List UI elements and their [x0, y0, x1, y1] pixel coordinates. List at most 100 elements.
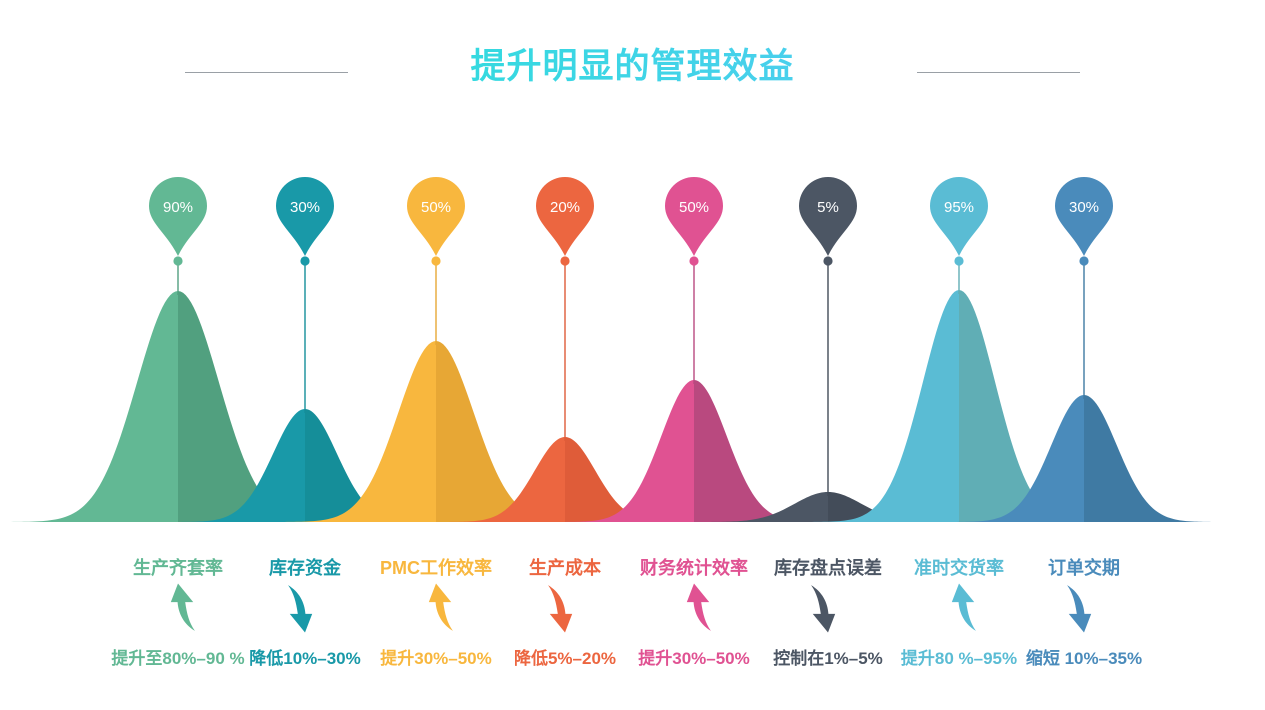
pin-teardrop[interactable]	[536, 177, 594, 256]
pin-dot	[689, 256, 699, 266]
pin-value-label: 30%	[290, 199, 320, 216]
pin-value-label: 95%	[944, 199, 974, 216]
curve-left-half	[506, 380, 694, 522]
metric-title: 库存盘点误差	[774, 558, 882, 578]
metric-title: 准时交货率	[914, 558, 1004, 578]
curve-left-half	[896, 395, 1084, 522]
metric-arrow	[1009, 580, 1159, 636]
pin-dot	[1079, 256, 1089, 266]
pin-dot	[431, 256, 441, 266]
metric-title: 订单交期	[1048, 558, 1120, 578]
title-rule-left	[185, 72, 348, 73]
pin-marker-1[interactable]: 30%	[276, 177, 334, 413]
metric-detail: 降低10%–30%	[249, 649, 361, 668]
curve-left-half	[635, 492, 828, 522]
metric-column-4: 财务统计效率 提升30%–50%	[619, 556, 769, 668]
metric-column-1: 库存资金降低10%–30%	[230, 556, 380, 668]
curve-left-half	[219, 341, 436, 522]
pin-value-label: 50%	[679, 199, 709, 216]
pin-value-label: 50%	[421, 199, 451, 216]
curve-right-half	[436, 341, 653, 522]
pin-teardrop[interactable]	[407, 177, 465, 256]
metric-detail: 提升80 %–95%	[900, 649, 1018, 668]
pin-marker-3[interactable]: 20%	[536, 177, 594, 441]
metric-arrow	[619, 580, 769, 636]
pin-teardrop[interactable]	[930, 177, 988, 256]
metric-arrow	[490, 580, 640, 636]
metric-detail: 控制在1%–5%	[773, 649, 883, 668]
arrow-up-icon	[428, 583, 453, 631]
arrow-shape	[811, 585, 836, 633]
pin-marker-2[interactable]: 50%	[407, 177, 465, 345]
arrow-shape	[951, 583, 976, 631]
metric-title: 财务统计效率	[640, 558, 748, 578]
metric-arrow	[361, 580, 511, 636]
curve-left-half	[121, 409, 305, 522]
metric-detail: 提升至80%–90 %	[111, 649, 245, 668]
bell-curve-4	[506, 380, 882, 522]
pin-marker-6[interactable]: 95%	[930, 177, 988, 294]
arrow-shape	[1067, 585, 1092, 633]
arrow-shape	[288, 585, 313, 633]
metric-title: 生产齐套率	[133, 558, 223, 578]
arrow-down-icon	[811, 585, 836, 633]
pin-dot	[823, 256, 833, 266]
arrow-shape	[686, 583, 711, 631]
pin-value-label: 30%	[1069, 199, 1099, 216]
pin-teardrop[interactable]	[276, 177, 334, 256]
curve-left-half	[0, 291, 178, 522]
pin-value-label: 5%	[817, 199, 839, 216]
bell-curve-2	[219, 341, 653, 522]
metric-arrow	[753, 580, 903, 636]
metric-column-3: 生产成本 降低5%–20%	[490, 556, 640, 668]
metric-detail: 缩短 10%–35%	[1025, 649, 1143, 668]
metric-detail: 提升30%–50%	[638, 649, 750, 668]
arrow-shape	[428, 583, 453, 631]
pin-teardrop[interactable]	[149, 177, 207, 256]
metric-detail: 提升30%–50%	[380, 649, 492, 668]
title-rule-right	[917, 72, 1080, 73]
bell-curve-6	[752, 290, 1166, 522]
metric-arrow	[230, 580, 380, 636]
pin-value-label: 20%	[550, 199, 580, 216]
pin-dot	[560, 256, 570, 266]
arrow-shape	[170, 583, 195, 631]
curve-right-half	[565, 437, 739, 522]
pin-dot	[173, 256, 183, 266]
pin-marker-4[interactable]: 50%	[665, 177, 723, 384]
metric-column-2: PMC工作效率 提升30%–50%	[361, 556, 511, 668]
curve-right-half	[959, 290, 1166, 522]
metric-column-6: 准时交货率提升80 %–95%	[884, 556, 1034, 668]
metric-title: 库存资金	[269, 558, 341, 578]
metric-column-0: 生产齐套率提升至80%–90 %	[103, 556, 253, 668]
pin-dot	[954, 256, 964, 266]
bell-curve-3	[391, 437, 739, 522]
curve-left-half	[391, 437, 565, 522]
page-header: 提升明显的管理效益	[0, 42, 1265, 100]
pin-teardrop[interactable]	[665, 177, 723, 256]
curve-right-half	[178, 291, 413, 522]
pin-marker-0[interactable]: 90%	[149, 177, 207, 295]
arrow-down-icon	[548, 585, 573, 633]
pin-value-label: 90%	[163, 199, 193, 216]
arrow-up-icon	[686, 583, 711, 631]
arrow-up-icon	[951, 583, 976, 631]
curve-left-half	[752, 290, 959, 522]
curve-right-half	[305, 409, 489, 522]
bell-curve-1	[121, 409, 489, 522]
metric-title: PMC工作效率	[380, 558, 492, 578]
arrow-shape	[548, 585, 573, 633]
pin-marker-7[interactable]: 30%	[1055, 177, 1113, 399]
page-title: 提升明显的管理效益	[0, 42, 1265, 92]
pin-teardrop[interactable]	[799, 177, 857, 256]
labels-band: 生产齐套率 提升至80%–90 % 库存资金 降低10%–30% PMC工作效率 提升30…	[0, 556, 1265, 676]
arrow-down-icon	[288, 585, 313, 633]
pin-marker-5[interactable]: 5%	[799, 177, 857, 496]
bell-curve-0	[0, 291, 413, 522]
metric-arrow	[884, 580, 1034, 636]
bell-curve-7	[896, 395, 1265, 522]
pin-dot	[300, 256, 310, 266]
pin-teardrop[interactable]	[1055, 177, 1113, 256]
